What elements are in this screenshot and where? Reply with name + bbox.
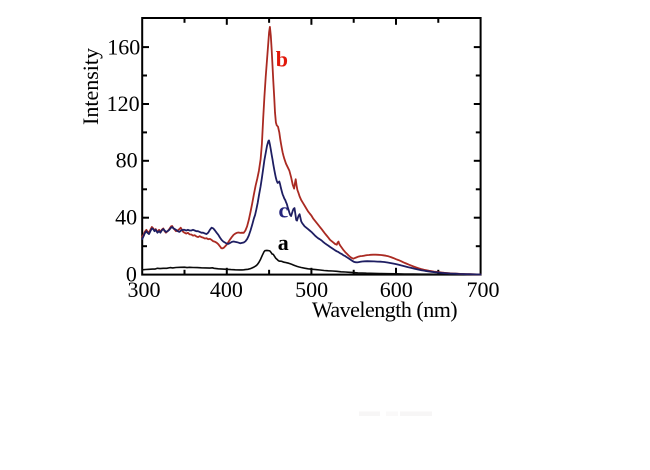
svg-text:0: 0 <box>126 261 137 286</box>
svg-text:300: 300 <box>128 277 161 302</box>
svg-text:500: 500 <box>295 277 328 302</box>
svg-text:c: c <box>279 198 289 223</box>
svg-text:160: 160 <box>107 34 140 59</box>
svg-text:a: a <box>278 230 289 255</box>
svg-text:40: 40 <box>115 205 137 230</box>
svg-text:120: 120 <box>107 91 140 116</box>
svg-text:600: 600 <box>380 277 413 302</box>
svg-text:Intensity: Intensity <box>78 48 103 125</box>
svg-text:Wavelength (nm): Wavelength (nm) <box>312 297 457 322</box>
svg-text:700: 700 <box>467 277 500 302</box>
svg-text:400: 400 <box>210 277 243 302</box>
svg-text:b: b <box>276 47 288 72</box>
svg-text:80: 80 <box>116 148 138 173</box>
